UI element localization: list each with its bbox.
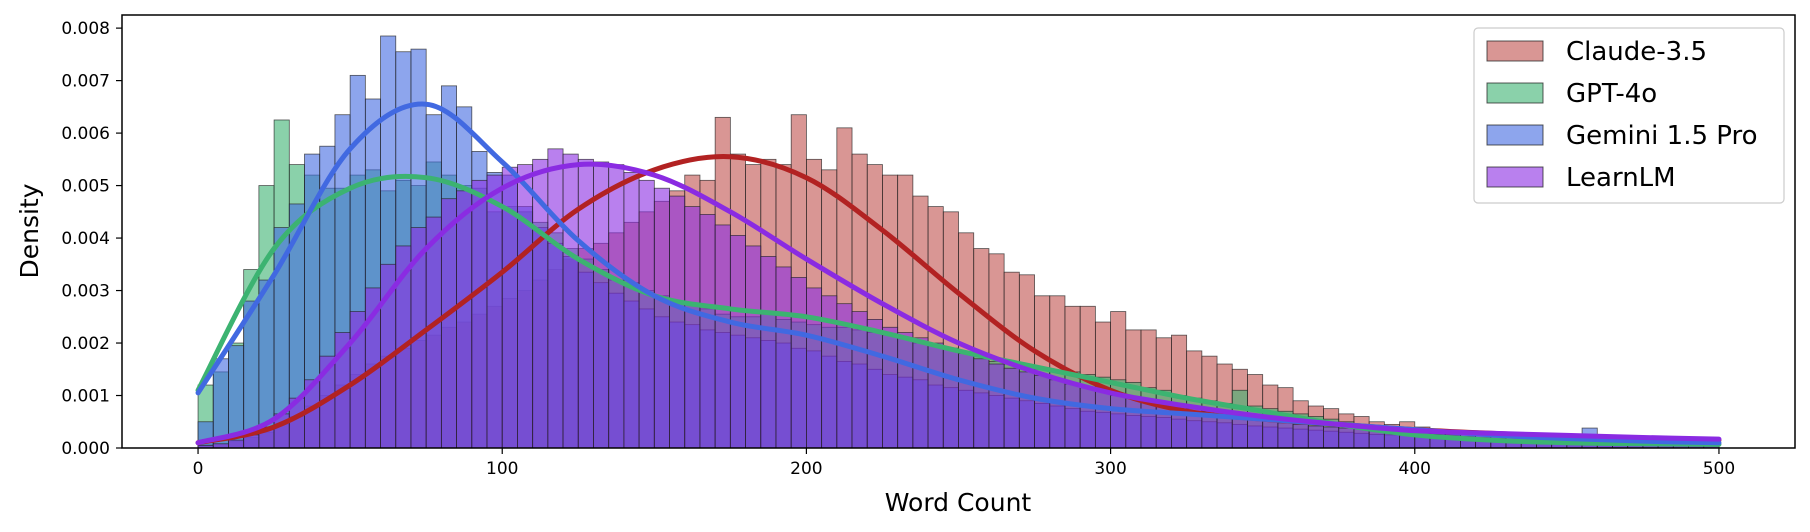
histogram-bar [973, 358, 990, 449]
histogram-bar [927, 342, 944, 449]
legend-swatch [1486, 40, 1544, 62]
histogram-bar [1292, 423, 1309, 449]
histogram-bar [1094, 390, 1111, 449]
legend: Claude-3.5 GPT-4o Gemini 1.5 Pro LearnLM [1473, 27, 1785, 204]
histogram-bar [547, 148, 564, 449]
histogram-bar [471, 179, 488, 449]
histogram-bar [714, 224, 731, 449]
kde-line-3 [195, 161, 1722, 446]
histogram-bar [486, 174, 503, 449]
y-tick-label: 0.006 [61, 124, 110, 144]
histogram-bar [699, 214, 716, 449]
histogram-bar [745, 245, 762, 449]
histogram-bar [1140, 400, 1157, 449]
histogram-bar [897, 332, 914, 449]
x-tick-label: 0 [193, 459, 204, 479]
histogram-bar [440, 198, 458, 449]
histogram-bar [790, 277, 807, 449]
plot-frame [121, 14, 1796, 449]
histogram-bar [1125, 397, 1142, 449]
histogram-bar [1034, 375, 1051, 449]
histogram-bar [1079, 387, 1096, 449]
histogram-bar [517, 164, 534, 449]
legend-label: Claude-3.5 [1566, 37, 1707, 67]
x-tick-label: 300 [1094, 459, 1126, 479]
histogram-bar [882, 326, 899, 449]
legend-swatch [1486, 124, 1544, 146]
y-tick-label: 0.001 [61, 387, 110, 407]
histogram-bar [851, 311, 868, 449]
histogram-bar [623, 172, 640, 449]
histogram-bar [1307, 425, 1324, 449]
histogram-bar [1353, 428, 1370, 449]
histogram-bar [1338, 427, 1355, 449]
histogram-bar [729, 235, 746, 449]
y-tick-label: 0.007 [61, 72, 110, 92]
x-axis-label: Word Count [885, 488, 1032, 517]
histogram-bar [942, 347, 959, 449]
histogram-bar [228, 439, 245, 449]
histogram-bar [1049, 379, 1066, 449]
y-tick-label: 0.000 [61, 439, 110, 459]
y-tick-label: 0.002 [61, 334, 110, 354]
histogram-bar [562, 153, 579, 449]
histogram-bar [608, 164, 625, 449]
histogram-bar [456, 190, 473, 449]
histogram-bar [1262, 420, 1279, 449]
y-tick-label: 0.005 [61, 177, 110, 197]
histogram-bar [425, 216, 442, 449]
histogram-bar [638, 179, 655, 449]
histogram-bar [775, 266, 792, 449]
x-axis-ticks: 0 100 200 300 400 500 [193, 448, 1735, 479]
y-tick-label: 0.003 [61, 282, 110, 302]
histogram-bar [760, 256, 777, 449]
x-tick-label: 200 [790, 459, 822, 479]
y-tick-label: 0.004 [61, 229, 110, 249]
histogram-bar [1018, 371, 1035, 449]
histogram-bar [912, 337, 929, 449]
histogram-bar [1277, 422, 1294, 449]
kde-line-1 [195, 173, 1722, 447]
histogram-bar [806, 287, 823, 449]
histogram-bar [988, 363, 1005, 449]
histogram-bar [1064, 383, 1081, 449]
histogram-bar [593, 161, 610, 449]
legend-swatch [1486, 166, 1544, 188]
histogram-bar [1323, 426, 1340, 449]
kde-curves [195, 101, 1722, 447]
histogram-bar [866, 319, 883, 449]
histogram-bar [1003, 367, 1020, 449]
y-tick-label: 0.008 [61, 19, 110, 39]
legend-label: LearnLM [1566, 163, 1676, 193]
histogram-bar [669, 195, 686, 449]
x-tick-label: 100 [486, 459, 518, 479]
x-tick-label: 400 [1399, 459, 1431, 479]
legend-label: Gemini 1.5 Pro [1566, 121, 1758, 151]
histogram-bar [1231, 416, 1248, 449]
legend-label: GPT-4o [1566, 79, 1657, 109]
x-tick-label: 500 [1703, 459, 1735, 479]
histogram-bar [653, 187, 670, 449]
histogram-bar [684, 206, 701, 449]
y-axis-label: Density [15, 183, 44, 278]
histogram-bar [1110, 395, 1127, 449]
legend-swatch [1486, 82, 1544, 104]
legend-box [1473, 27, 1785, 204]
histogram-bar [1247, 418, 1264, 449]
y-axis-ticks: 0.000 0.001 0.002 0.003 0.004 0.005 0.006 0.007… [61, 19, 122, 459]
histogram-bar [958, 353, 975, 449]
